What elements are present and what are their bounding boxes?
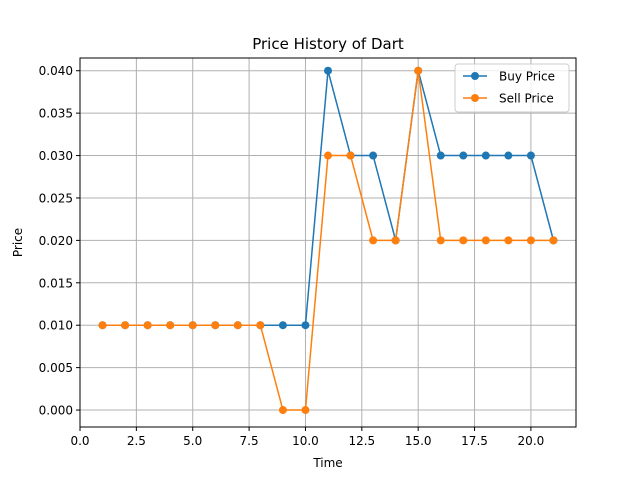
sell-price-point	[188, 321, 197, 330]
x-axis-label: Time	[312, 456, 342, 470]
sell-price-point	[549, 236, 558, 245]
sell-price-point	[256, 321, 265, 330]
buy-price-point	[481, 151, 490, 160]
x-axis-ticks: 0.0 2.5 5.0 7.5 10.0 12.5 15.0 17.5 20.0	[70, 427, 544, 448]
y-tick-label: 0.010	[39, 319, 73, 333]
sell-price-point	[324, 151, 332, 160]
y-axis-label: Price	[11, 228, 25, 257]
sell-price-point	[233, 321, 242, 330]
y-tick-label: 0.000	[39, 404, 73, 418]
grid	[79, 58, 576, 427]
buy-price-point	[324, 66, 332, 75]
plot-frame	[79, 57, 577, 428]
sell-price-point	[436, 236, 445, 245]
sell-price-point	[504, 236, 513, 245]
sell-price-point	[121, 321, 130, 330]
x-tick-label: 15.0	[405, 434, 432, 448]
y-tick-label: 0.025	[39, 191, 73, 205]
buy-price-point	[301, 321, 310, 330]
x-tick-label: 0.0	[70, 434, 89, 448]
legend-sell-price-marker	[471, 94, 479, 102]
buy-price-point	[369, 151, 378, 160]
buy-price-point	[278, 321, 287, 330]
x-tick-label: 5.0	[183, 434, 202, 448]
buy-price-point	[526, 151, 535, 160]
sell-price-point	[278, 406, 287, 415]
buy-price-point	[436, 151, 445, 160]
y-tick-label: 0.020	[39, 234, 73, 248]
sell-price-point	[301, 406, 310, 415]
legend-sell-price-label: Sell Price	[499, 92, 554, 106]
sell-price-point	[481, 236, 490, 245]
y-tick-label: 0.040	[39, 64, 73, 78]
x-tick-label: 12.5	[348, 434, 375, 448]
y-axis-ticks: 0.000 0.005 0.010 0.015 0.020 0.025 0.030 0.035…	[39, 64, 80, 418]
sell-price-point	[166, 321, 175, 330]
sell-price-point	[98, 321, 107, 330]
x-tick-label: 17.5	[461, 434, 488, 448]
legend-buy-price-label: Buy Price	[499, 70, 555, 84]
y-tick-label: 0.005	[39, 361, 73, 375]
x-tick-label: 2.5	[127, 434, 146, 448]
sell-price-point	[143, 321, 152, 330]
sell-price-point	[211, 321, 220, 330]
sell-price-point	[414, 66, 423, 75]
buy-price-point	[504, 151, 513, 160]
legend: Buy Price Sell Price	[454, 63, 570, 113]
sell-price-point	[391, 236, 400, 245]
legend-buy-price-marker	[471, 72, 479, 80]
buy-price-point	[459, 151, 468, 160]
x-tick-label: 20.0	[518, 434, 545, 448]
x-tick-label: 7.5	[240, 434, 259, 448]
sell-price-point	[346, 151, 355, 160]
chart-title: Price History of Dart	[252, 35, 404, 53]
y-tick-label: 0.030	[39, 149, 73, 163]
sell-price-point	[459, 236, 468, 245]
series-markers	[98, 66, 558, 415]
sell-price-point	[526, 236, 535, 245]
x-tick-label: 10.0	[292, 434, 319, 448]
sell-price-point	[369, 236, 378, 245]
y-tick-label: 0.015	[39, 276, 73, 290]
y-tick-label: 0.035	[39, 107, 73, 121]
